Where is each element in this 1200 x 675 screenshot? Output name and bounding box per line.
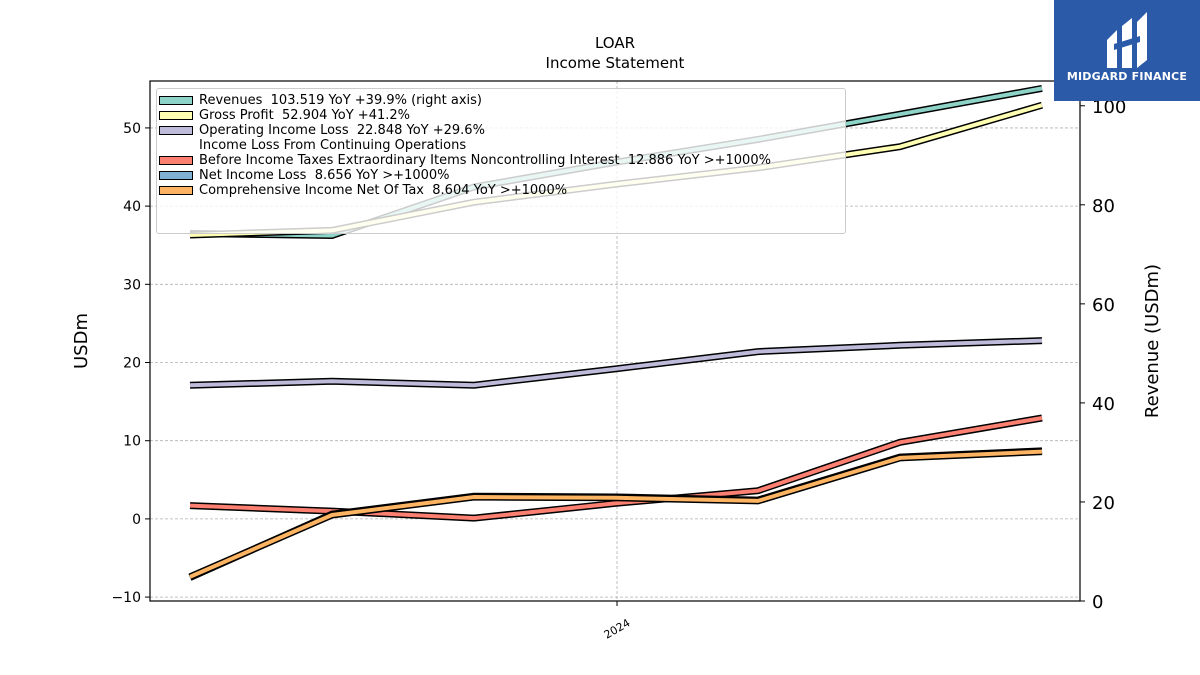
legend-swatch-0 [159, 96, 193, 105]
y-tick-label-0: −10 [111, 590, 141, 606]
legend-item-5: Comprehensive Income Net Of Tax 8.604 Yo… [159, 183, 845, 198]
y-right-tick-label-2: 40 [1092, 394, 1115, 415]
chart-title: LOAR [595, 34, 635, 52]
legend-label-4: Net Income Loss 8.656 YoY >+1000% [199, 168, 450, 183]
brand-name: MIDGARD FINANCE [1066, 70, 1188, 83]
legend-label-2: Operating Income Loss 22.848 YoY +29.6% [199, 123, 485, 138]
series-line-4 [189, 448, 1043, 580]
y-tick-label-6: 50 [123, 121, 141, 137]
series-line-3 [189, 416, 1043, 521]
y-axis-label-right: Revenue (USDm) [1142, 264, 1163, 418]
legend-swatch-5 [159, 186, 193, 195]
y-right-tick-label-5: 100 [1092, 97, 1126, 118]
legend-swatch-1 [159, 111, 193, 120]
legend-item-2: Operating Income Loss 22.848 YoY +29.6% [159, 123, 845, 138]
x-tick-label-0: 2024 [602, 616, 633, 641]
legend-swatch-2 [159, 126, 193, 135]
series-line-5 [189, 449, 1043, 579]
y-right-tick-label-1: 20 [1092, 493, 1115, 514]
brand-logo-icon [1107, 12, 1147, 68]
series-outline-4 [188, 447, 1043, 581]
y-right-tick-label-0: 0 [1092, 592, 1103, 613]
y-tick-label-2: 10 [123, 434, 141, 450]
brand-logo: MIDGARD FINANCE [1054, 0, 1200, 101]
y-right-tick-label-3: 60 [1092, 295, 1115, 316]
legend-item-3: Income Loss From Continuing Operations B… [159, 138, 845, 168]
plot-frame [149, 80, 1081, 602]
legend-item-4: Net Income Loss 8.656 YoY >+1000% [159, 168, 845, 183]
legend-swatch-3 [159, 156, 193, 165]
legend-label-0: Revenues 103.519 YoY +39.9% (right axis) [199, 93, 482, 108]
y-tick-label-5: 40 [123, 199, 141, 215]
y-tick-label-4: 30 [123, 277, 141, 293]
y-tick-label-3: 20 [123, 356, 141, 372]
legend-label-5: Comprehensive Income Net Of Tax 8.604 Yo… [199, 183, 568, 198]
legend-item-0: Revenues 103.519 YoY +39.9% (right axis) [159, 93, 845, 108]
series-outline-5 [188, 448, 1043, 581]
legend-swatch-4 [159, 171, 193, 180]
y-right-tick-label-4: 80 [1092, 196, 1115, 217]
legend-label-3: Income Loss From Continuing Operations B… [199, 138, 771, 168]
legend-label-1: Gross Profit 52.904 YoY +41.2% [199, 108, 410, 123]
series-line-2 [189, 338, 1043, 388]
y-axis-label: USDm [71, 313, 92, 369]
chart-legend: Revenues 103.519 YoY +39.9% (right axis)… [156, 88, 846, 234]
chart-subtitle: Income Statement [546, 54, 685, 72]
legend-item-1: Gross Profit 52.904 YoY +41.2% [159, 108, 845, 123]
y-tick-label-1: 0 [132, 512, 141, 528]
